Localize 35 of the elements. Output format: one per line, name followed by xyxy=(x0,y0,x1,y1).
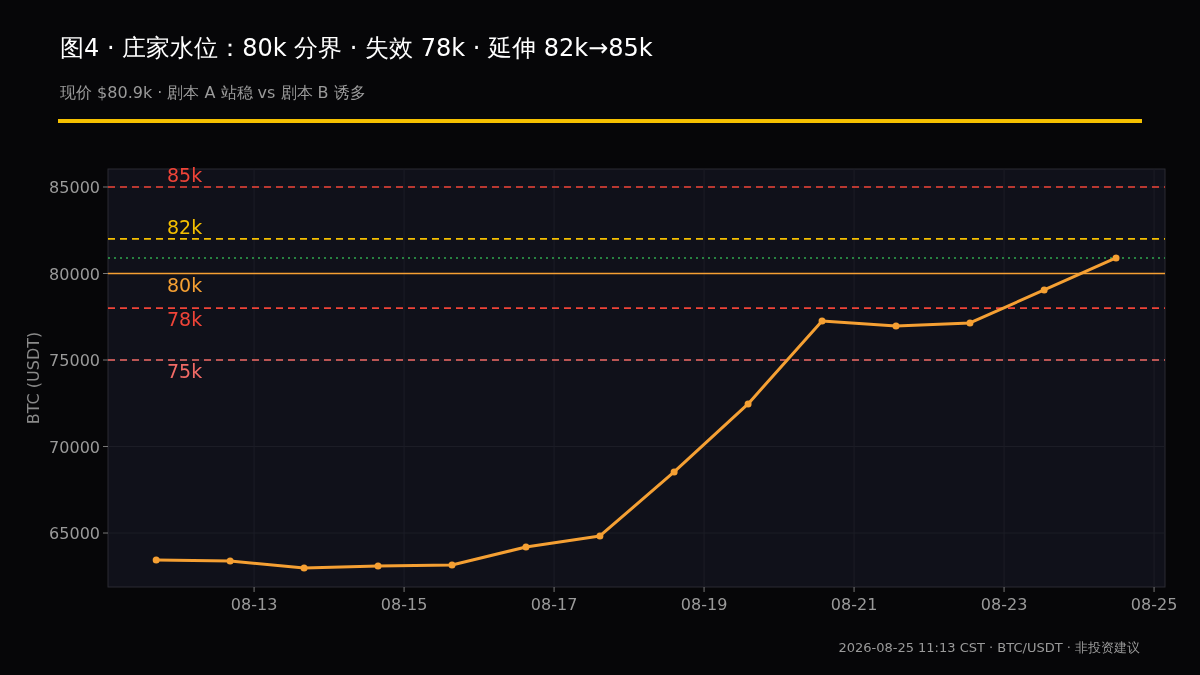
x-tick-label: 08-19 xyxy=(680,595,728,614)
x-tick-label: 08-21 xyxy=(830,595,878,614)
point xyxy=(818,317,826,325)
x-tick-label: 08-23 xyxy=(980,595,1028,614)
x-tick-label: 08-25 xyxy=(1130,595,1178,614)
y-tick-label: 65000 xyxy=(49,524,100,544)
y-axis-title: BTC (USDT) xyxy=(24,331,43,425)
point xyxy=(300,564,308,572)
ref-line-label: 85k xyxy=(167,163,203,186)
x-tick-label: 08-13 xyxy=(230,595,278,614)
text: 2026-08-25 11:13 CST · BTC/USDT · 非投资建议 xyxy=(838,640,1140,655)
chart-title: 图4 · 庄家水位：80k 分界 · 失效 78k · 延伸 82k→85k xyxy=(60,34,653,62)
point xyxy=(374,562,382,570)
y-tick-label: 75000 xyxy=(49,351,100,371)
point xyxy=(670,468,678,476)
point xyxy=(892,322,900,330)
y-tick-label: 85000 xyxy=(49,177,100,197)
ref-line-label: 78k xyxy=(167,308,203,331)
x-tick-label: 08-15 xyxy=(380,595,428,614)
point xyxy=(1040,286,1048,294)
point xyxy=(744,400,752,408)
x-tick-label: 08-17 xyxy=(530,595,578,614)
ref-line-label: 75k xyxy=(167,360,203,383)
point xyxy=(596,532,604,540)
ref-line-label: 80k xyxy=(167,273,203,296)
point xyxy=(152,556,160,564)
chart-subtitle: 现价 $80.9k · 剧本 A 站稳 vs 剧本 B 诱多 xyxy=(60,83,366,102)
point xyxy=(1112,254,1120,262)
y-tick-label: 70000 xyxy=(49,437,100,457)
y-tick-label: 80000 xyxy=(49,264,100,284)
point xyxy=(966,319,974,327)
point xyxy=(226,557,234,565)
ref-line-label: 82k xyxy=(167,215,203,238)
point xyxy=(448,561,456,569)
point xyxy=(522,543,530,551)
